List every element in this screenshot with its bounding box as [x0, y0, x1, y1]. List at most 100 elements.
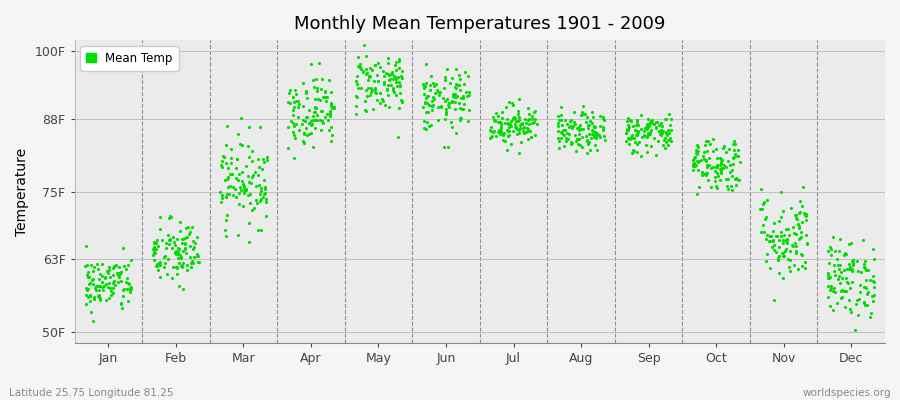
Point	[775, 250, 789, 256]
Point	[249, 200, 264, 206]
Point	[722, 146, 736, 153]
Point	[153, 226, 167, 232]
Point	[484, 128, 499, 134]
Point	[421, 101, 436, 108]
Point	[87, 296, 102, 302]
Point	[699, 138, 714, 144]
Point	[555, 122, 570, 128]
Point	[96, 286, 111, 293]
Point	[112, 274, 127, 280]
Point	[180, 267, 194, 273]
Point	[373, 100, 387, 106]
Point	[369, 90, 383, 96]
Point	[690, 142, 705, 148]
Point	[590, 129, 605, 136]
Point	[305, 144, 320, 151]
Point	[384, 82, 399, 88]
Point	[654, 129, 669, 136]
Point	[376, 68, 391, 74]
Point	[256, 191, 271, 198]
Point	[226, 192, 240, 198]
Point	[307, 84, 321, 90]
Point	[573, 126, 588, 132]
Point	[90, 261, 104, 268]
Point	[454, 95, 468, 102]
Point	[259, 213, 274, 220]
Point	[321, 76, 336, 83]
Point	[653, 127, 668, 134]
Point	[555, 130, 570, 136]
Point	[663, 138, 678, 144]
Point	[851, 312, 866, 318]
Point	[656, 128, 670, 134]
Point	[324, 100, 338, 106]
Point	[772, 218, 787, 224]
Point	[445, 123, 459, 130]
Point	[757, 198, 771, 205]
Point	[621, 122, 635, 128]
Point	[359, 66, 374, 72]
Point	[718, 164, 733, 170]
Point	[444, 119, 458, 125]
Point	[833, 236, 848, 242]
Point	[240, 172, 255, 179]
Point	[387, 72, 401, 79]
Point	[150, 243, 165, 250]
Point	[327, 104, 341, 110]
Point	[860, 289, 875, 295]
Point	[567, 109, 581, 115]
Point	[86, 294, 101, 300]
Point	[448, 130, 463, 136]
Point	[149, 236, 164, 243]
Point	[510, 118, 525, 124]
Point	[291, 114, 305, 120]
Point	[417, 91, 431, 98]
Point	[281, 124, 295, 130]
Point	[702, 141, 716, 147]
Point	[117, 286, 131, 292]
Point	[688, 149, 703, 156]
Point	[359, 107, 374, 114]
Point	[321, 127, 336, 134]
Point	[623, 136, 637, 142]
Point	[630, 149, 644, 156]
Point	[649, 124, 663, 130]
Point	[302, 120, 316, 126]
Point	[80, 262, 94, 268]
Point	[793, 198, 807, 204]
Point	[859, 284, 873, 291]
Point	[576, 103, 590, 110]
Point	[228, 186, 242, 193]
Point	[188, 240, 202, 246]
Point	[759, 258, 773, 264]
Point	[223, 146, 238, 152]
Point	[325, 132, 339, 139]
Point	[389, 58, 403, 65]
Point	[590, 131, 604, 138]
Point	[565, 123, 580, 129]
Point	[448, 99, 463, 106]
Point	[158, 253, 173, 259]
Point	[698, 172, 713, 178]
Point	[222, 171, 237, 177]
Point	[374, 64, 388, 71]
Point	[456, 106, 471, 112]
Point	[866, 273, 880, 280]
Point	[237, 190, 251, 196]
Point	[173, 228, 187, 234]
Point	[799, 213, 814, 220]
Point	[789, 231, 804, 237]
Point	[644, 117, 659, 123]
Point	[775, 252, 789, 259]
Point	[587, 124, 601, 130]
Point	[324, 101, 338, 107]
Point	[392, 79, 406, 86]
Point	[162, 215, 176, 221]
Point	[713, 154, 727, 161]
Point	[845, 268, 859, 275]
Point	[122, 281, 136, 287]
Point	[699, 170, 714, 177]
Point	[756, 200, 770, 207]
Point	[525, 119, 539, 126]
Point	[587, 132, 601, 138]
